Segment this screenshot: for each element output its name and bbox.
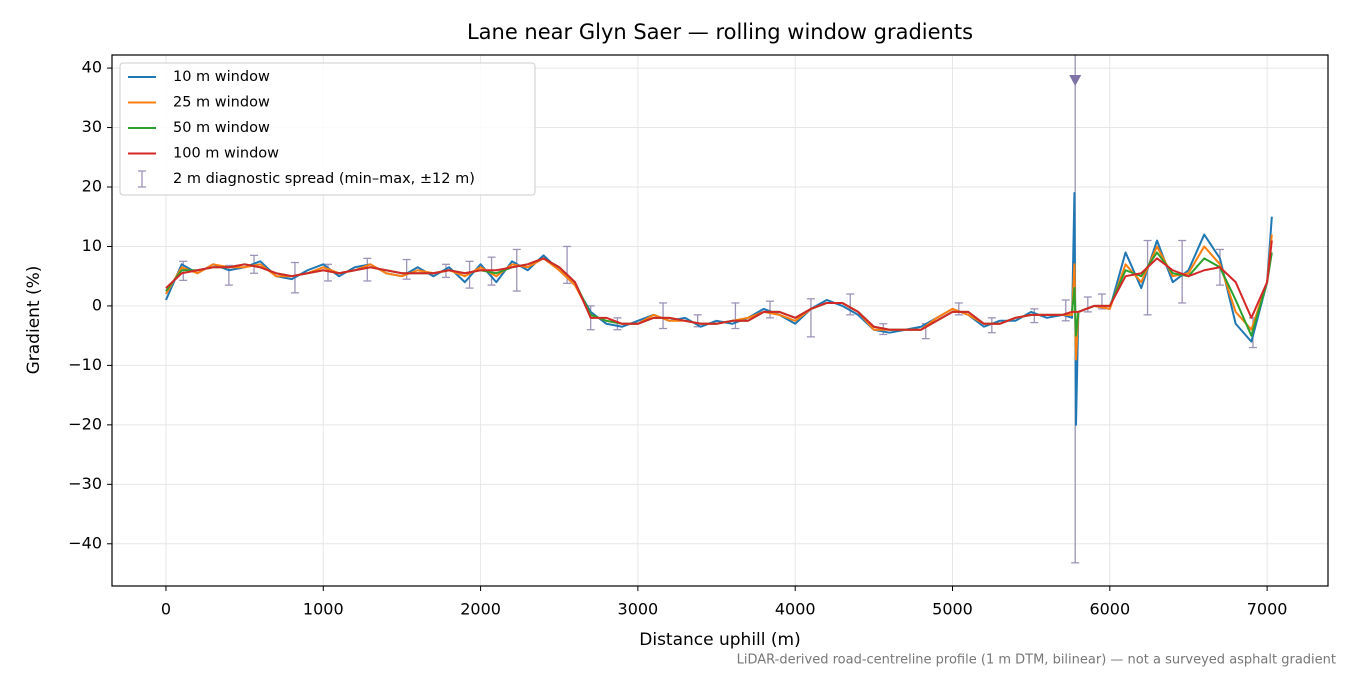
y-tick-label: 30 <box>82 117 102 136</box>
y-tick-label: −20 <box>68 414 102 433</box>
x-tick-label: 6000 <box>1089 600 1130 619</box>
x-tick-label: 1000 <box>303 600 344 619</box>
y-tick-label: 20 <box>82 177 102 196</box>
series-line <box>165 240 1273 331</box>
chart-title: Lane near Glyn Saer — rolling window gra… <box>467 20 973 44</box>
legend-label: 100 m window <box>173 146 279 162</box>
legend: 10 m window 25 m window 50 m window 100 m w… <box>119 62 536 196</box>
legend-box <box>119 62 536 196</box>
x-tick-label: 5000 <box>932 600 973 619</box>
overflow-marker <box>1069 74 1082 86</box>
footnote: LiDAR-derived road-centreline profile (1… <box>737 653 1336 668</box>
legend-label: 50 m window <box>173 120 270 136</box>
x-tick-label: 7000 <box>1247 600 1288 619</box>
y-tick-label: 0 <box>92 295 102 314</box>
x-tick-label: 0 <box>161 600 171 619</box>
y-tick-label: −30 <box>68 474 102 493</box>
legend-label: 10 m window <box>173 69 270 85</box>
x-tick-label: 3000 <box>618 600 659 619</box>
legend-label: 2 m diagnostic spread (min–max, ±12 m) <box>173 171 475 187</box>
x-tick-label: 2000 <box>460 600 501 619</box>
y-tick-label: −10 <box>68 355 102 374</box>
y-tick-label: −40 <box>68 533 102 552</box>
x-axis-label: Distance uphill (m) <box>639 630 800 650</box>
series-line <box>165 234 1273 361</box>
y-tick-label: 10 <box>82 236 102 255</box>
plot-area <box>165 55 1273 564</box>
y-axis-label: Gradient (%) <box>24 266 44 375</box>
legend-label: 25 m window <box>173 95 270 111</box>
y-tick-label: 40 <box>82 58 102 77</box>
x-tick-label: 4000 <box>775 600 816 619</box>
plot-frame <box>111 54 1329 587</box>
